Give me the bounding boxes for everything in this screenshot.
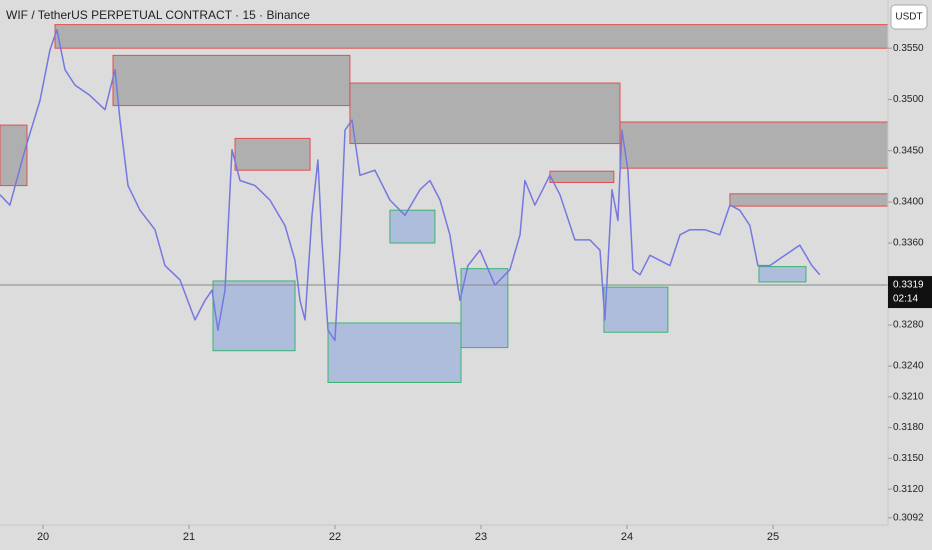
last-price-label: 0.3319 [893, 280, 924, 291]
supply-zone [349, 82, 621, 145]
price-line [0, 28, 821, 342]
y-tick-label: 0.3180 [893, 422, 924, 433]
x-tick-label: 22 [329, 531, 341, 543]
supply-zone [619, 121, 889, 169]
last-price-box [888, 276, 932, 309]
y-tick-label: 0.3150 [893, 453, 924, 464]
x-tick-label: 23 [475, 531, 487, 543]
y-tick-label: 0.3092 [893, 512, 924, 523]
y-tick-label: 0.3500 [893, 94, 924, 105]
y-tick-label: 0.3450 [893, 145, 924, 156]
supply-zone [549, 170, 615, 184]
y-tick-label: 0.3400 [893, 197, 924, 208]
x-tick-label: 21 [183, 531, 195, 543]
currency-button[interactable] [890, 4, 928, 30]
chart-title: WIF / TetherUS PERPETUAL CONTRACT · 15 ·… [6, 8, 310, 22]
supply-zone [234, 137, 311, 171]
y-tick-label: 0.3280 [893, 320, 924, 331]
x-tick-label: 24 [621, 531, 633, 543]
demand-zone [603, 286, 669, 333]
plot [0, 28, 888, 342]
demand-zone [758, 266, 807, 283]
demand-zone [327, 322, 462, 383]
y-tick-label: 0.3550 [893, 43, 924, 54]
currency-button-label[interactable]: USDT [895, 12, 922, 23]
y-tick-label: 0.3210 [893, 391, 924, 402]
y-tick-label: 0.3120 [893, 484, 924, 495]
y-tick-label: 0.3240 [893, 361, 924, 372]
zones [0, 24, 889, 383]
axes: 0.3550 0.3500 0.3450 0.3400 0.3360 0.3280 0.32… [37, 43, 932, 543]
demand-zone [460, 268, 509, 349]
supply-zone [54, 24, 889, 49]
x-tick-label: 20 [37, 531, 49, 543]
x-tick-label: 25 [767, 531, 779, 543]
supply-zone [0, 124, 28, 187]
demand-zone [389, 209, 436, 244]
supply-zone [729, 193, 889, 207]
countdown-label: 02:14 [893, 294, 918, 305]
y-tick-label: 0.3360 [893, 238, 924, 249]
supply-zone [112, 54, 351, 107]
demand-zone [212, 280, 296, 352]
